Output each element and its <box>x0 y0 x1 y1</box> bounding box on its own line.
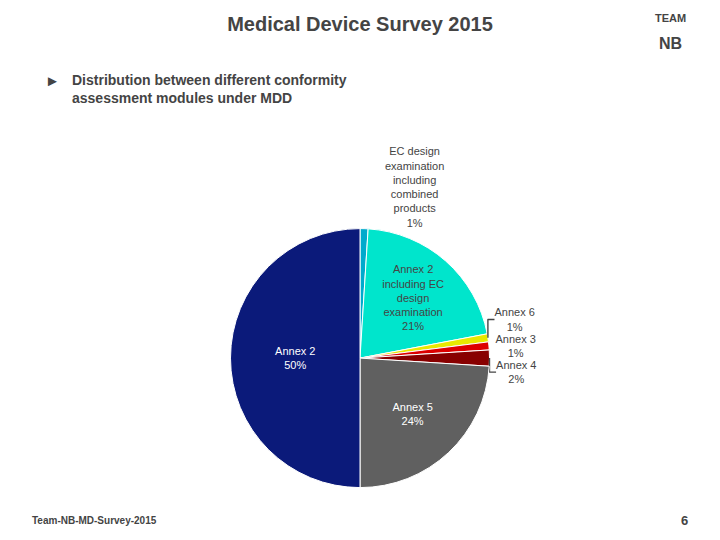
svg-text:Distribution between different: Distribution between different conformit… <box>72 72 347 106</box>
svg-text:EC designexaminationincludingc: EC designexaminationincludingcombinedpro… <box>385 145 444 229</box>
svg-text:Annex 31%: Annex 31% <box>496 333 536 359</box>
svg-text:Medical Device Survey 2015: Medical Device Survey 2015 <box>227 13 493 35</box>
svg-text:Annex 250%: Annex 250% <box>275 345 315 371</box>
svg-text:NB: NB <box>659 35 682 52</box>
svg-text:Annex 61%: Annex 61% <box>494 306 534 332</box>
svg-text:Team-NB-MD-Survey-2015: Team-NB-MD-Survey-2015 <box>32 515 157 526</box>
svg-text:6: 6 <box>681 513 688 528</box>
svg-text:Annex 42%: Annex 42% <box>496 359 536 385</box>
svg-text:►: ► <box>45 72 60 89</box>
svg-text:Annex 524%: Annex 524% <box>392 401 432 427</box>
svg-text:TEAM: TEAM <box>655 12 686 24</box>
svg-text:Annex 2including ECdesignexami: Annex 2including ECdesignexamination21% <box>382 263 444 332</box>
